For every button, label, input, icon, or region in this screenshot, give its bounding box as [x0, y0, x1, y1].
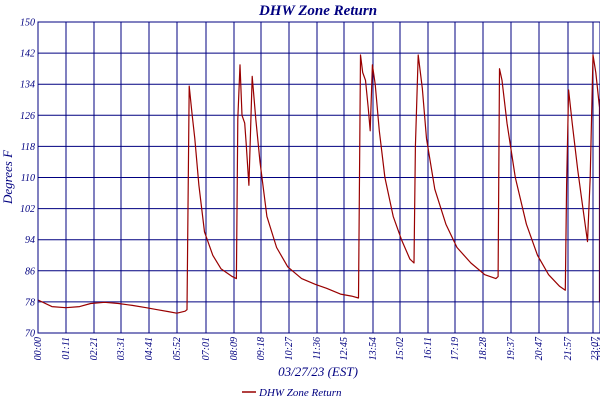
y-tick-label: 134: [20, 80, 35, 91]
y-tick-label: 78: [25, 297, 35, 308]
y-axis-ticks: 150 142 134 126 118 110 102 94 86 78 70: [20, 18, 35, 340]
x-tick-label: 12:45: [339, 337, 350, 360]
x-tick-label: 02:21: [89, 337, 100, 360]
x-axis-label: 03/27/23 (EST): [278, 364, 358, 379]
x-tick-label: 21:57: [563, 336, 574, 360]
x-tick-label: 09:18: [256, 337, 267, 360]
chart-title: DHW Zone Return: [258, 3, 377, 19]
y-tick-label: 142: [20, 49, 35, 60]
legend: DHW Zone Return: [242, 387, 342, 399]
y-tick-label: 110: [21, 173, 35, 184]
x-tick-label: 13:54: [368, 337, 379, 360]
x-tick-label: 00:00: [33, 337, 44, 360]
x-tick-label: 08:09: [229, 337, 240, 360]
y-axis-label: Degrees F: [0, 149, 15, 205]
x-tick-label: 19:37: [506, 336, 517, 360]
y-tick-label: 70: [25, 329, 35, 340]
x-tick-label: 11:36: [312, 337, 323, 360]
y-tick-label: 86: [25, 266, 35, 277]
x-tick-label: 17:19: [450, 337, 461, 360]
x-tick-label: 20:47: [534, 336, 545, 360]
legend-label: DHW Zone Return: [258, 387, 342, 399]
x-tick-label: 10:27: [284, 336, 295, 360]
x-tick-label: 01:11: [61, 337, 72, 360]
x-tick-label: 04:41: [144, 337, 155, 360]
x-tick-label: 07:01: [201, 337, 212, 360]
y-tick-label: 126: [20, 111, 35, 122]
x-tick-label: 16:11: [423, 337, 434, 360]
x-axis-ticks: 00:00 01:11 02:21 03:31 04:41 05:52 07:01 08:09…: [33, 336, 600, 360]
plot-frame: [37, 21, 600, 334]
y-tick-label: 94: [25, 235, 35, 246]
y-tick-label: 102: [20, 204, 35, 215]
x-tick-label: 18:28: [478, 337, 489, 360]
y-tick-label: 118: [21, 142, 35, 153]
y-tick-label: 150: [20, 18, 35, 29]
x-tick-label: 15:02: [395, 337, 406, 360]
x-tick-label: 03:31: [116, 337, 127, 360]
x-tick-label: 23:54: [596, 337, 600, 360]
x-tick-label: 05:52: [172, 337, 183, 360]
x-tick-label: 23:07: [590, 336, 600, 360]
